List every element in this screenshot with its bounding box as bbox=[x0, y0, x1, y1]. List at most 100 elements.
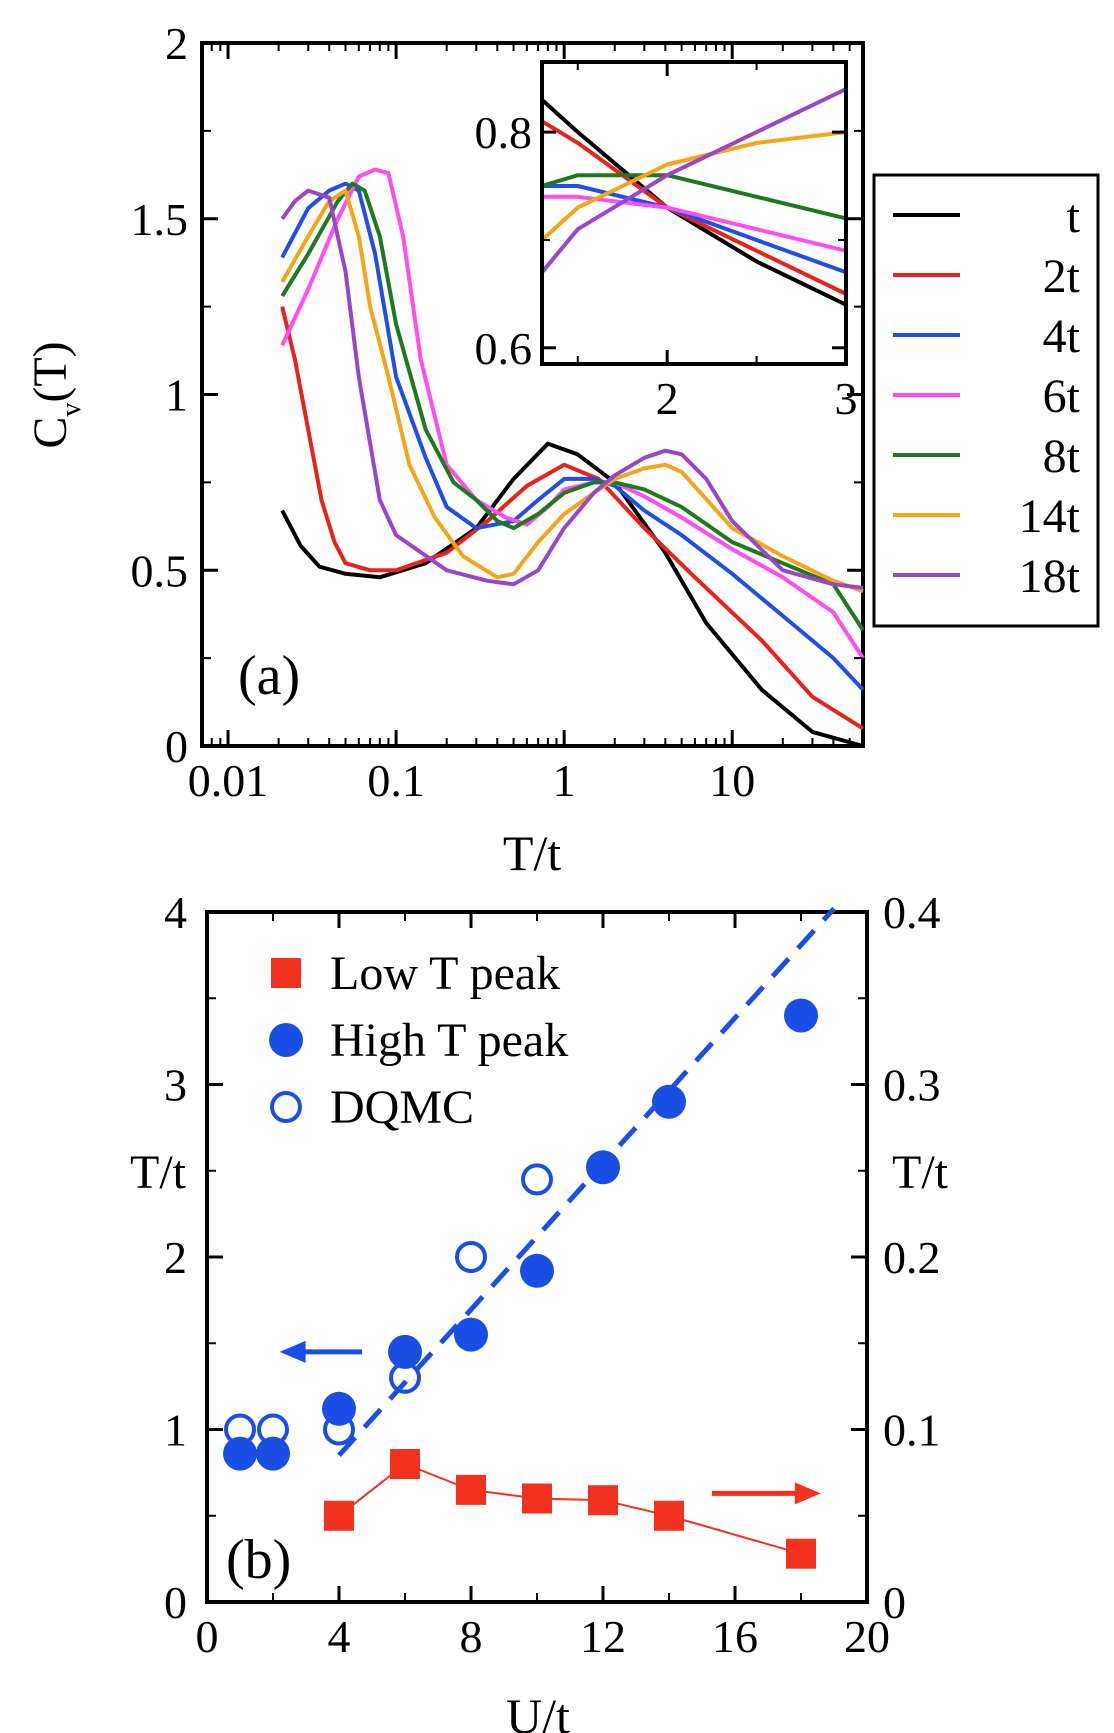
panel-a-xlabel: T/t bbox=[503, 825, 561, 881]
a-xtick-label: 0.1 bbox=[367, 755, 425, 806]
ylabel-main: C bbox=[24, 417, 77, 449]
inset-curve-6t bbox=[542, 194, 846, 253]
b-ytick-right-label: 0.1 bbox=[883, 1405, 941, 1456]
panel-a-ticks: 0 0.5 1 1.5 2 0.01 0.1 1 10 bbox=[131, 18, 863, 806]
b-xtick-label: 4 bbox=[328, 1611, 351, 1662]
legend-label-8t: 8t bbox=[1043, 430, 1081, 483]
dqmc-point bbox=[323, 1413, 355, 1446]
b-ytick-left-label: 1 bbox=[164, 1405, 187, 1456]
low-t-peak-point bbox=[654, 1500, 684, 1531]
arrow-head-right bbox=[794, 1482, 821, 1505]
b-xtick-label: 0 bbox=[196, 1611, 219, 1662]
high-t-peak-point bbox=[256, 1436, 290, 1471]
inset-curve-14t bbox=[542, 130, 846, 242]
legend-label-low-t-peak: Low T peak bbox=[330, 947, 560, 1000]
panel-a-label: (a) bbox=[238, 645, 300, 707]
legend-marker-low-t-peak bbox=[271, 958, 301, 988]
legend-label-14t: 14t bbox=[1019, 490, 1081, 543]
high-t-peak-point bbox=[652, 1084, 686, 1119]
inset-ytick-label: 0.8 bbox=[475, 107, 533, 158]
a-ytick-label: 2 bbox=[165, 18, 188, 69]
low-t-peak-point bbox=[588, 1485, 618, 1516]
panel-b-ylabel-right: T/t bbox=[892, 1146, 949, 1199]
dqmc-point bbox=[521, 1163, 553, 1196]
b-xtick-label: 12 bbox=[580, 1611, 626, 1662]
low-t-peak-point bbox=[522, 1483, 552, 1514]
high-t-peak-point bbox=[388, 1334, 422, 1369]
cv-curve-6t bbox=[280, 167, 865, 660]
ylabel-sub: v bbox=[56, 403, 87, 417]
svg-text:Cv(T): Cv(T) bbox=[24, 341, 87, 448]
legend-label-6t: 6t bbox=[1043, 370, 1081, 423]
panel-a-legend: t 2t 4t 6t 8t 14t 18t bbox=[872, 173, 1100, 628]
b-ytick-right-label: 0.2 bbox=[883, 1232, 941, 1283]
high-t-peak-point bbox=[586, 1150, 620, 1185]
b-xtick-label: 8 bbox=[460, 1611, 483, 1662]
b-xtick-label: 20 bbox=[844, 1611, 890, 1662]
a-xtick-label: 0.01 bbox=[188, 755, 269, 806]
inset-ytick-label: 0.6 bbox=[475, 323, 533, 374]
panel-a-ylabel: Cv(T) bbox=[24, 341, 87, 448]
high-t-peak-point bbox=[784, 998, 818, 1033]
legend-label-2t: 2t bbox=[1043, 250, 1081, 303]
b-ytick-right-label: 0.4 bbox=[883, 887, 941, 938]
low-t-peak-point bbox=[324, 1500, 354, 1531]
b-ytick-left-label: 3 bbox=[164, 1060, 187, 1111]
cv-curve-18t bbox=[280, 188, 864, 590]
high-t-peak-point bbox=[454, 1317, 488, 1352]
inset-ticks: 0.6 0.8 2 3 bbox=[475, 62, 858, 424]
panel-a-curves bbox=[280, 167, 865, 748]
b-ytick-right-label: 0.3 bbox=[883, 1060, 941, 1111]
panel-b-xlabel: U/t bbox=[506, 1688, 570, 1733]
b-ytick-left-label: 4 bbox=[164, 887, 187, 938]
legend-label-t: t bbox=[1067, 190, 1081, 243]
legend-marker-dqmc bbox=[270, 1091, 302, 1123]
inset-xtick-label: 3 bbox=[835, 373, 858, 424]
a-ytick-label: 0.5 bbox=[131, 545, 189, 596]
cv-curve-2t bbox=[280, 306, 865, 731]
dqmc-point bbox=[455, 1241, 487, 1273]
panel-b-ylabel-left: T/t bbox=[130, 1146, 187, 1199]
ylabel-tail: (T) bbox=[24, 341, 77, 402]
low-t-peak-point bbox=[390, 1449, 420, 1479]
cv-curve-t bbox=[280, 441, 864, 748]
a-xtick-label: 1 bbox=[553, 755, 576, 806]
legend-marker-high-t-peak bbox=[269, 1023, 303, 1057]
cv-curve-14t bbox=[280, 188, 864, 594]
fit-line bbox=[337, 906, 836, 1458]
a-ytick-label: 1.5 bbox=[131, 194, 189, 245]
a-xtick-label: 10 bbox=[709, 755, 755, 806]
a-ytick-label: 1 bbox=[165, 370, 188, 421]
dqmc-point bbox=[389, 1361, 421, 1394]
dqmc-point bbox=[224, 1413, 256, 1446]
b-xtick-label: 16 bbox=[712, 1611, 758, 1662]
low-t-peak-point bbox=[786, 1538, 816, 1569]
panel-b-legend: Low T peak High T peak DQMC bbox=[269, 947, 568, 1134]
legend-label-4t: 4t bbox=[1043, 310, 1081, 363]
panel-a: 0 0.5 1 1.5 2 0.01 0.1 1 10 (a) T/t Cv(T) 0.6 0.8… bbox=[24, 18, 865, 881]
panel-a-inset: 0.6 0.8 2 3 bbox=[475, 60, 858, 424]
cv-curve-8t bbox=[280, 181, 865, 632]
legend-label-dqmc: DQMC bbox=[330, 1081, 474, 1134]
b-ytick-right-label: 0 bbox=[883, 1577, 906, 1628]
inset-curves bbox=[542, 87, 846, 307]
low-t-peak-point bbox=[456, 1474, 486, 1505]
legend-label-high-t-peak: High T peak bbox=[330, 1014, 568, 1067]
panel-b-label: (b) bbox=[226, 1529, 291, 1591]
arrow-head-left bbox=[279, 1340, 306, 1363]
inset-frame bbox=[540, 60, 848, 366]
dqmc-point bbox=[257, 1413, 289, 1446]
a-ytick-label: 0 bbox=[165, 721, 188, 772]
inset-curve-18t bbox=[542, 87, 846, 274]
legend-frame bbox=[872, 173, 1100, 628]
panel-b-marks bbox=[223, 906, 836, 1569]
high-t-peak-point bbox=[223, 1436, 257, 1471]
high-t-peak-point bbox=[520, 1253, 554, 1288]
b-ytick-left-label: 2 bbox=[164, 1232, 187, 1283]
inset-xtick-label: 2 bbox=[656, 373, 679, 424]
b-ytick-left-label: 0 bbox=[164, 1577, 187, 1628]
legend-label-18t: 18t bbox=[1019, 550, 1081, 603]
